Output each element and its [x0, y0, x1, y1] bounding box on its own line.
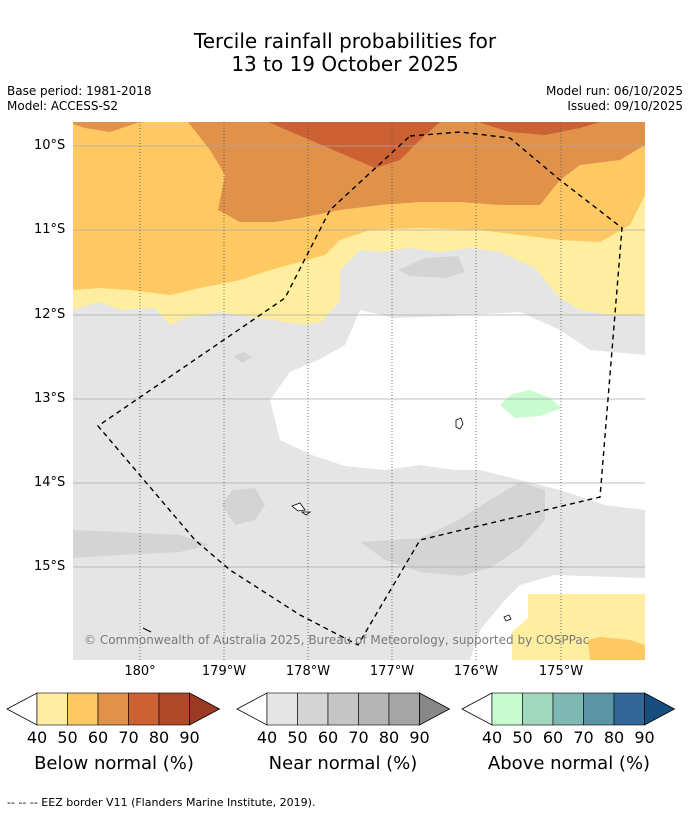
eez-border	[96, 131, 623, 646]
longitude-label: 176°W	[453, 664, 499, 679]
colorbar-tick-label: 60	[542, 728, 564, 747]
island	[503, 614, 512, 622]
colorbar-tick-label: 70	[118, 728, 139, 747]
footnote-eez: -- -- -- EEZ border V11 (Flanders Marine…	[7, 796, 316, 809]
colorbar-segment	[266, 692, 298, 726]
latitude-gridlines	[73, 145, 645, 568]
above-normal-label: Above normal (%)	[487, 753, 651, 774]
colorbar-segment	[158, 692, 190, 726]
below-normal-60-patch	[73, 122, 140, 132]
near-normal-patch	[73, 530, 210, 558]
latitude-label: 14°S	[34, 475, 66, 490]
colorbar-extend-low	[461, 692, 493, 726]
island	[142, 627, 152, 633]
colorbar-tick-label: 40	[256, 728, 278, 747]
below-normal-colorbar	[6, 692, 221, 726]
colorbar-segment	[128, 692, 160, 726]
colorbar-segment	[583, 692, 615, 726]
colorbar-tick-label: 40	[26, 728, 48, 747]
colorbar-segment	[67, 692, 99, 726]
colorbar-tick-label: 90	[179, 728, 200, 747]
below-normal-70-patch	[478, 122, 600, 135]
longitude-label: 177°W	[369, 664, 415, 679]
colorbar-tick-label: 80	[148, 728, 170, 747]
colorbar-extend-high	[644, 692, 676, 726]
colorbar-tick-label: 70	[348, 728, 369, 747]
longitude-label: 179°W	[201, 664, 247, 679]
colorbar-tick-label: 90	[409, 728, 430, 747]
near-normal-patch	[222, 488, 265, 525]
colorbar-tick-label: 60	[317, 728, 339, 747]
title-line-2: 13 to 19 October 2025	[231, 52, 459, 76]
chart-title: Tercile rainfall probabilities for 13 to…	[0, 30, 690, 76]
model-name: Model: ACCESS-S2	[7, 99, 119, 113]
below-normal-label: Below normal (%)	[34, 753, 194, 774]
colorbar-segment	[358, 692, 390, 726]
latitude-label: 10°S	[34, 138, 66, 153]
colorbar-segment	[522, 692, 554, 726]
colorbar-tick-label: 80	[378, 728, 400, 747]
above-normal-patch	[500, 390, 562, 418]
longitude-label: 178°W	[285, 664, 331, 679]
colorbar-segment	[388, 692, 420, 726]
latitude-label: 15°S	[34, 559, 66, 574]
title-line-1: Tercile rainfall probabilities for	[193, 29, 497, 53]
below-normal-70-area	[268, 122, 440, 168]
colorbar-tick-label: 50	[512, 728, 533, 747]
island	[291, 502, 306, 512]
colorbar-segment	[613, 692, 645, 726]
colorbar-tick-label: 80	[603, 728, 625, 747]
colorbar-tick-label: 40	[481, 728, 503, 747]
colorbar-segment	[297, 692, 329, 726]
probability-map	[73, 122, 645, 660]
colorbar-extend-low	[236, 692, 268, 726]
near-normal-patch	[398, 256, 465, 278]
colorbar-extend-low	[6, 692, 38, 726]
longitude-label: 180°	[124, 664, 156, 679]
no-signal-area	[270, 310, 645, 510]
colorbar-segment	[552, 692, 584, 726]
colorbar-tick-label: 60	[87, 728, 109, 747]
meta-right: Model run: 06/10/2025 Issued: 09/10/2025	[546, 84, 683, 114]
colorbar-tick-label: 70	[573, 728, 594, 747]
colorbar-tick-label: 50	[57, 728, 78, 747]
latitude-label: 13°S	[34, 391, 66, 406]
near-normal-colorbar	[236, 692, 451, 726]
colorbar-tick-label: 50	[287, 728, 308, 747]
colorbar-segment	[491, 692, 523, 726]
near-normal-patch	[233, 352, 252, 363]
issued-date: Issued: 09/10/2025	[567, 99, 683, 113]
near-normal-label: Near normal (%)	[268, 753, 418, 774]
below-normal-60-area	[188, 122, 645, 222]
colorbar-segment	[97, 692, 129, 726]
meta-left: Base period: 1981-2018 Model: ACCESS-S2	[7, 84, 152, 114]
near-normal-patch	[360, 482, 545, 576]
base-period: Base period: 1981-2018	[7, 84, 152, 98]
colorbar-extend-high	[419, 692, 451, 726]
latitude-label: 11°S	[34, 222, 66, 237]
colorbar-segment	[327, 692, 359, 726]
colorbar-extend-high	[189, 692, 221, 726]
island	[455, 417, 464, 430]
model-run: Model run: 06/10/2025	[545, 84, 683, 98]
latitude-label: 12°S	[34, 307, 66, 322]
longitude-label: 175°W	[538, 664, 584, 679]
above-normal-colorbar	[461, 692, 676, 726]
colorbar-tick-label: 90	[634, 728, 655, 747]
below-normal-50-patch-south	[588, 637, 645, 660]
colorbar-segment	[36, 692, 68, 726]
copyright-notice: © Commonwealth of Australia 2025, Bureau…	[84, 633, 590, 647]
